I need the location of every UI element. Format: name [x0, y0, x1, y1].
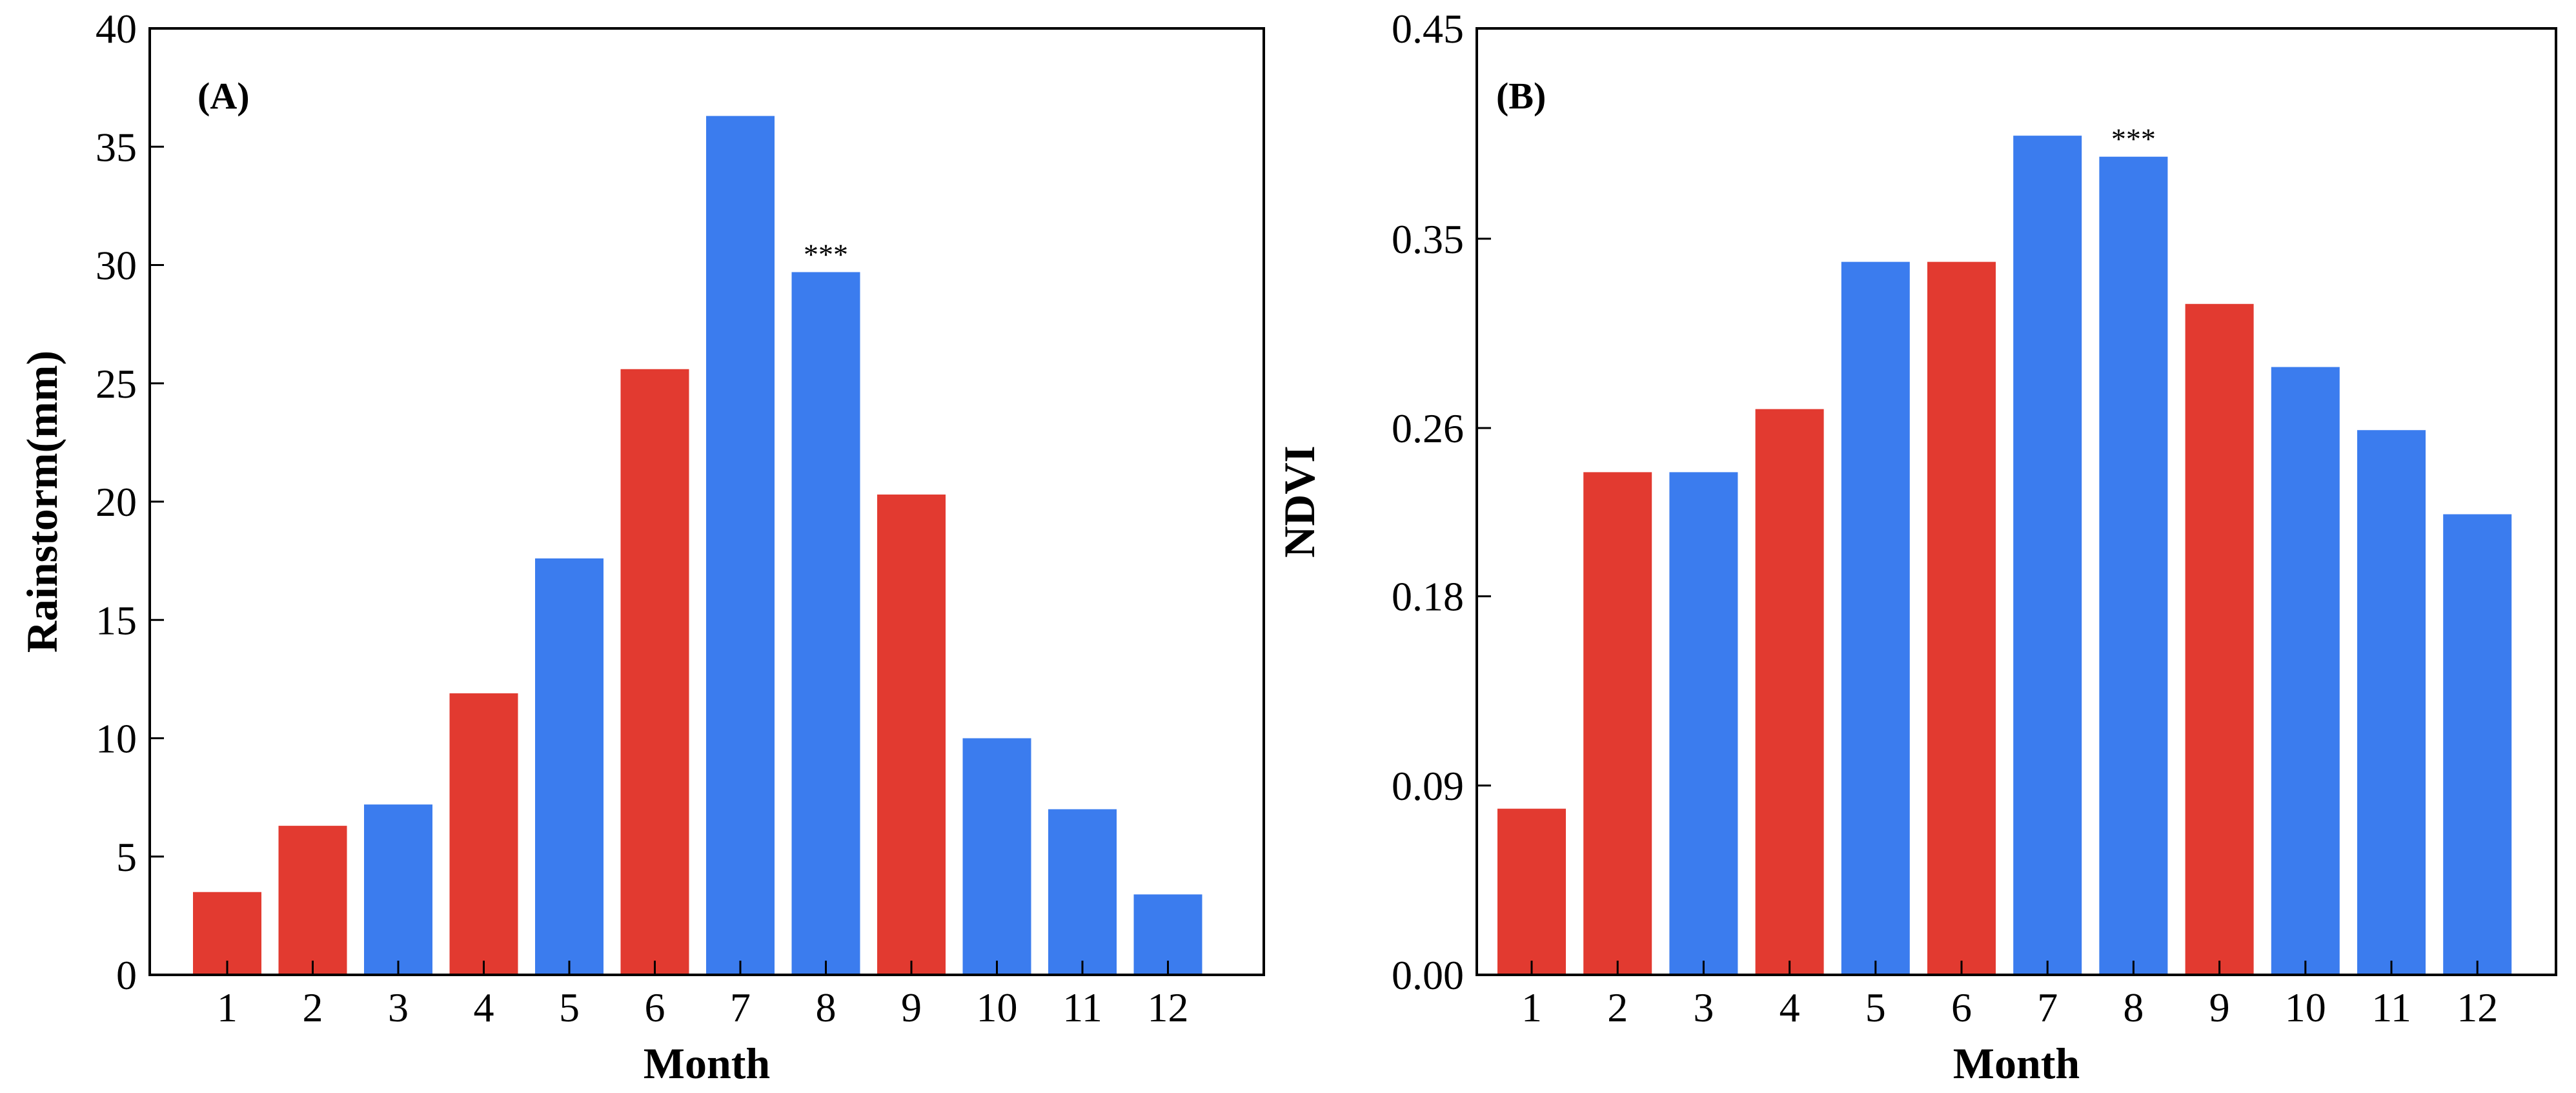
bar-a-month-9	[877, 495, 946, 975]
x-tick-label-b: 6	[1951, 985, 1972, 1030]
x-tick-label-b: 7	[2037, 985, 2058, 1030]
x-tick-label-b: 3	[1693, 985, 1714, 1030]
y-tick-label-a: 40	[96, 6, 137, 52]
bar-b-month-6	[1927, 261, 1996, 976]
x-tick-label-a: 3	[388, 985, 409, 1030]
x-tick-label-a: 10	[977, 985, 1018, 1030]
y-tick-label-a: 0	[116, 952, 137, 998]
bar-b-month-1	[1497, 808, 1566, 975]
y-tick-label-a: 20	[96, 479, 137, 525]
y-tick-label-b: 0.35	[1392, 216, 1464, 262]
bars-a	[193, 116, 1202, 976]
x-tick-label-b: 12	[2457, 985, 2498, 1030]
x-tick-label-a: 7	[730, 985, 751, 1030]
y-tick-label-b: 0.26	[1392, 405, 1464, 451]
bars-b	[1497, 136, 2512, 976]
significance-label-a: ***	[804, 238, 848, 271]
x-tick-label-a: 5	[559, 985, 580, 1030]
x-tick-label-b: 4	[1780, 985, 1800, 1030]
y-tick-label-b: 0.18	[1392, 574, 1464, 620]
bar-a-month-11	[1048, 809, 1117, 975]
bar-b-month-5	[1841, 261, 1910, 976]
y-tick-label-b: 0.45	[1392, 6, 1464, 52]
y-ticks-a: 0 5 10 15 20 25 30 35 40	[96, 6, 164, 998]
bar-a-month-3	[364, 804, 432, 975]
plot-frame-b	[1476, 27, 2557, 976]
significance-label-b: ***	[2111, 123, 2156, 156]
bar-a-month-4	[449, 693, 518, 975]
x-tick-label-a: 2	[303, 985, 323, 1030]
bar-b-month-4	[1755, 409, 1824, 975]
bar-b-month-2	[1583, 472, 1652, 975]
bar-a-month-6	[620, 369, 689, 975]
plot-frame-a	[148, 27, 1265, 976]
x-tick-label-b: 10	[2285, 985, 2326, 1030]
x-tick-label-b: 8	[2123, 985, 2144, 1030]
x-tick-label-b: 9	[2209, 985, 2230, 1030]
panel-b: 0.000.090.180.260.350.45 1 2 3 4 5 6 7 8 9 10 11 12…	[1275, 6, 2557, 1088]
y-tick-label-b: 0.00	[1392, 952, 1464, 998]
bar-a-month-2	[278, 826, 347, 975]
bar-b-month-7	[2013, 136, 2082, 975]
bar-a-month-5	[535, 558, 603, 975]
x-tick-label-b: 11	[2371, 985, 2411, 1030]
bar-b-month-10	[2271, 367, 2340, 975]
x-tick-label-b: 1	[1521, 985, 1542, 1030]
x-tick-label-a: 9	[901, 985, 922, 1030]
bar-b-month-11	[2357, 430, 2426, 975]
x-tick-label-a: 11	[1062, 985, 1102, 1030]
x-tick-label-a: 8	[816, 985, 837, 1030]
bar-b-month-9	[2185, 303, 2254, 975]
y-ticks-b: 0.00 0.09 0.18 0.26 0.35 0.45	[1392, 6, 1491, 998]
y-axis-title-b: NDVI	[1275, 445, 1324, 558]
x-axis-title-a: Month	[644, 1039, 770, 1088]
x-tick-label-a: 1	[217, 985, 238, 1030]
x-tick-label-a: 6	[645, 985, 665, 1030]
bar-a-month-7	[706, 116, 775, 976]
y-tick-label-a: 10	[96, 716, 137, 762]
x-tick-label-a: 12	[1148, 985, 1189, 1030]
y-tick-label-a: 35	[96, 124, 137, 170]
x-axis-title-b: Month	[1953, 1039, 2080, 1088]
panel-label-a: (A)	[198, 75, 250, 117]
x-ticks-a: 1 2 3 4 5 6 7 8 9 10 11 12	[217, 961, 1189, 1030]
y-tick-label-a: 25	[96, 361, 137, 407]
y-tick-label-a: 5	[116, 834, 137, 880]
bar-a-month-10	[962, 738, 1031, 975]
y-tick-label-a: 30	[96, 243, 137, 289]
bar-b-month-3	[1669, 472, 1738, 975]
x-tick-label-a: 4	[474, 985, 494, 1030]
bar-b-month-8	[2099, 156, 2168, 975]
x-tick-label-b: 5	[1865, 985, 1886, 1030]
y-tick-label-a: 15	[96, 597, 137, 643]
x-tick-label-b: 2	[1607, 985, 1628, 1030]
bar-b-month-12	[2443, 514, 2512, 975]
bar-a-month-8	[791, 272, 860, 975]
panel-label-b: (B)	[1496, 75, 1546, 117]
x-ticks-b: 1 2 3 4 5 6 7 8 9 10 11 12	[1521, 961, 2498, 1030]
y-tick-label-b: 0.09	[1392, 763, 1464, 809]
y-axis-title-a: Rainstorm(mm)	[17, 351, 66, 653]
